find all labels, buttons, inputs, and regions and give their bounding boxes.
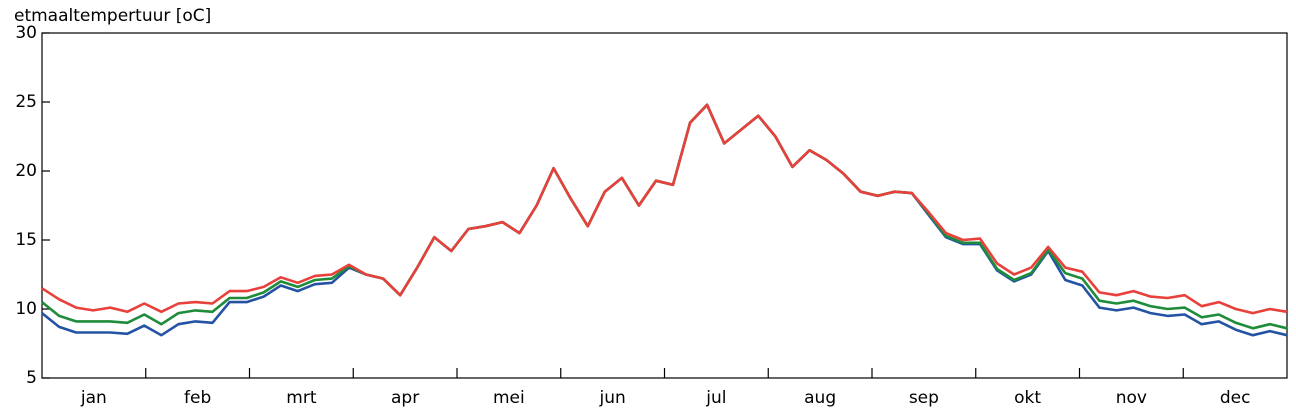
y-tick-label: 25: [15, 92, 37, 112]
x-tick-label: jun: [598, 388, 625, 408]
x-tick-label: sep: [909, 388, 939, 408]
x-tick-label: mrt: [286, 388, 317, 408]
series-line: [41, 103, 1288, 330]
x-tick-label: dec: [1220, 388, 1251, 408]
x-tick-label: jul: [705, 388, 726, 408]
x-tick-label: apr: [391, 388, 419, 408]
y-tick-label: 20: [15, 161, 37, 181]
x-tick-label: aug: [804, 388, 836, 408]
series-line: [41, 103, 1288, 315]
x-tick-label: okt: [1014, 388, 1041, 408]
x-tick-label: nov: [1116, 388, 1147, 408]
plot-frame: [41, 32, 1288, 379]
y-tick-label: 10: [15, 299, 37, 319]
y-tick-label: 15: [15, 230, 37, 250]
x-tick-label: feb: [184, 388, 211, 408]
x-tick-label: jan: [80, 388, 107, 408]
chart-title: etmaaltempertuur [oC]: [14, 6, 211, 26]
y-tick-label: 30: [15, 23, 37, 43]
x-tick-label: mei: [493, 388, 525, 408]
y-tick-label: 5: [26, 368, 37, 388]
